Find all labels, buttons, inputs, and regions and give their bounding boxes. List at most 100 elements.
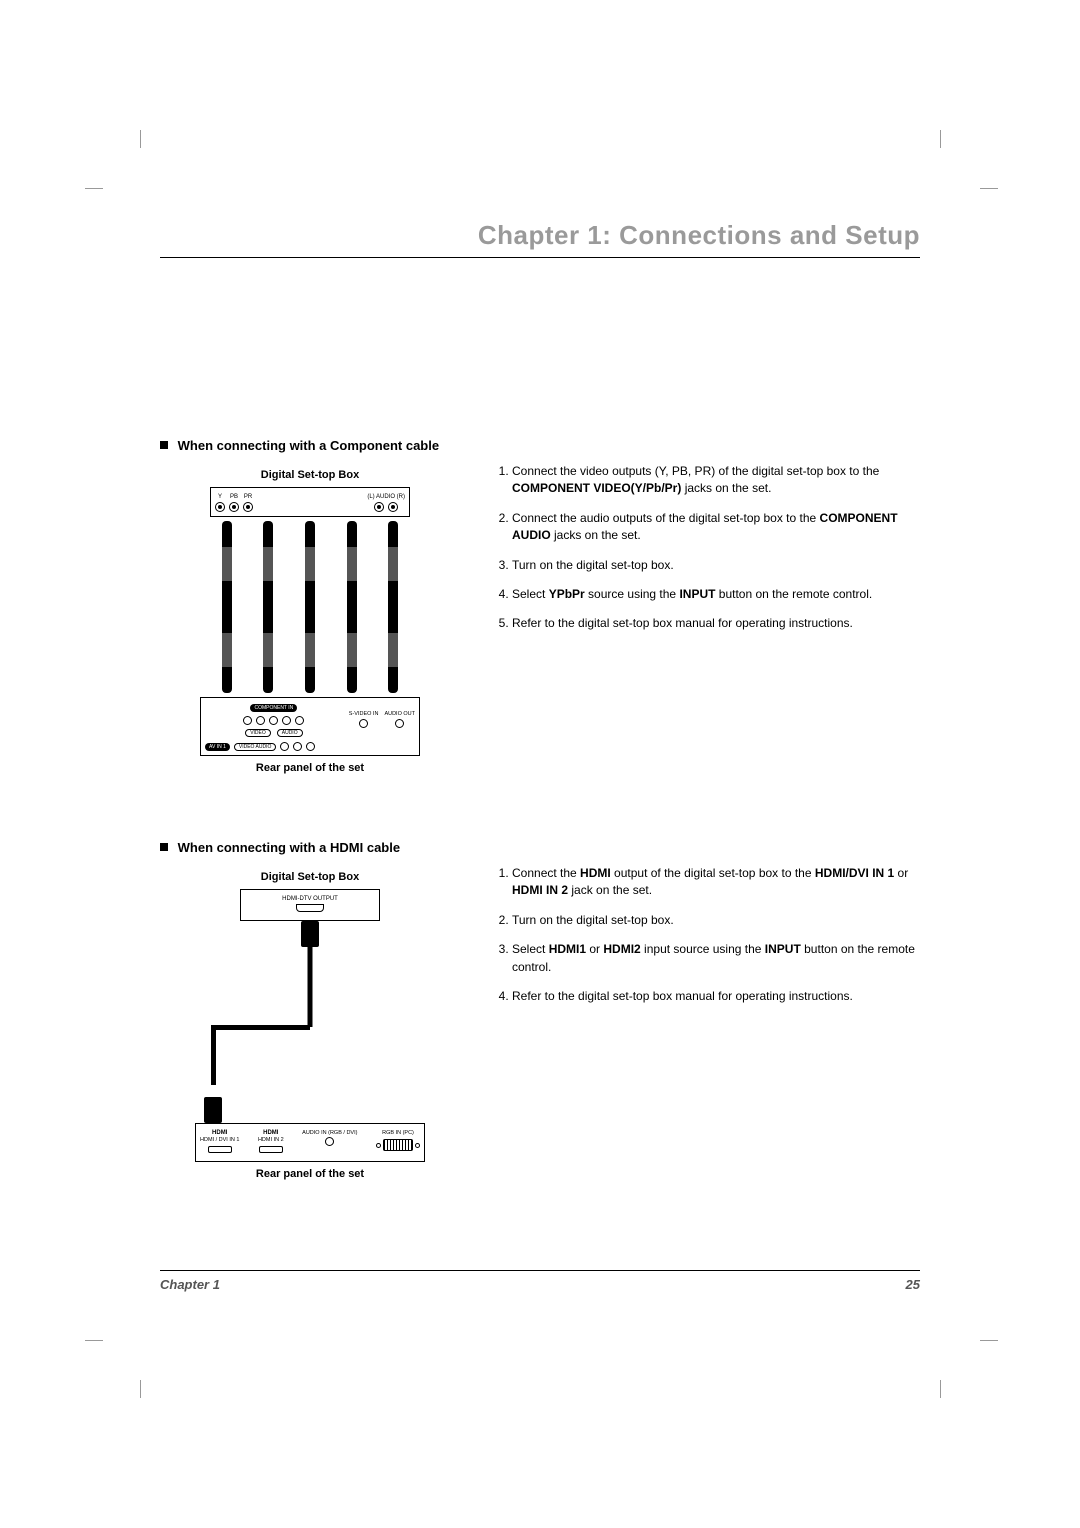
cable-icon: [388, 521, 398, 693]
crop-mark: [85, 188, 103, 189]
section-component: When connecting with a Component cable D…: [160, 438, 920, 780]
step-text: Turn on the digital set-top box.: [512, 913, 674, 927]
step-item: Connect the video outputs (Y, PB, PR) of…: [512, 463, 920, 498]
step-item: Refer to the digital set-top box manual …: [512, 988, 920, 1005]
jack-icon: [293, 742, 302, 751]
steps-list: Connect the HDMI output of the digital s…: [490, 865, 920, 1005]
page-number: 25: [906, 1277, 920, 1292]
crop-mark: [980, 188, 998, 189]
jack-icon: [269, 716, 278, 725]
stb-label: Digital Set-top Box: [160, 871, 460, 883]
jack-icon: [306, 742, 315, 751]
step-text: Refer to the digital set-top box manual …: [512, 616, 853, 630]
rear-label: Rear panel of the set: [160, 762, 460, 774]
jack-icon: [280, 742, 289, 751]
page-footer: Chapter 1 25: [160, 1270, 920, 1292]
port-label: Y: [218, 494, 222, 500]
rear-label: Rear panel of the set: [160, 1168, 460, 1180]
hdmi2-label: HDMI IN 2: [258, 1137, 284, 1143]
heading-text: When connecting with a HDMI cable: [178, 840, 400, 855]
step-text: Connect the video outputs (Y, PB, PR) of…: [512, 464, 879, 495]
rear-panel-box: COMPONENT IN VIDEO: [200, 697, 420, 756]
hdmi-stb-box: HDMI-DTV OUTPUT: [240, 889, 380, 921]
step-item: Turn on the digital set-top box.: [512, 557, 920, 574]
step-item: Select YPbPr source using the INPUT butt…: [512, 586, 920, 603]
jack-icon: [359, 719, 368, 728]
bullet-icon: [160, 843, 168, 851]
audio-in-label: AUDIO IN (RGB / DVI): [302, 1130, 357, 1136]
crop-mark: [140, 1380, 141, 1398]
step-item: Connect the audio outputs of the digital…: [512, 510, 920, 545]
video-label: VIDEO: [245, 729, 271, 737]
cable-icon: [263, 521, 273, 693]
hdmi-output-label: HDMI-DTV OUTPUT: [245, 896, 375, 902]
section-heading: When connecting with a Component cable: [160, 438, 920, 453]
crop-mark: [980, 1340, 998, 1341]
audio-label: AUDIO: [277, 729, 303, 737]
hdmi-slot-icon: [208, 1146, 232, 1153]
hdmi-port-icon: [296, 904, 324, 912]
port-icon: [229, 502, 239, 512]
jack-icon: [256, 716, 265, 725]
step-text: Select HDMI1 or HDMI2 input source using…: [512, 942, 915, 973]
step-item: Connect the HDMI output of the digital s…: [512, 865, 920, 900]
jack-icon: [395, 719, 404, 728]
hdmi1-label: HDMI / DVI IN 1: [200, 1137, 239, 1143]
jack-icon: [282, 716, 291, 725]
two-column-layout: Digital Set-top Box Y PB PR (L) AUDIO (R…: [160, 463, 920, 780]
port-icon: [243, 502, 253, 512]
diagram-column: Digital Set-top Box HDMI-DTV OUTPUT: [160, 865, 460, 1186]
steps-column: Connect the HDMI output of the digital s…: [490, 865, 920, 1186]
chapter-title: Chapter 1: Connections and Setup: [160, 220, 920, 258]
component-diagram: Y PB PR (L) AUDIO (R): [200, 487, 420, 756]
vga-port-icon: [383, 1139, 413, 1151]
two-column-layout: Digital Set-top Box HDMI-DTV OUTPUT: [160, 865, 920, 1186]
section-hdmi: When connecting with a HDMI cable Digita…: [160, 840, 920, 1186]
crop-mark: [940, 130, 941, 148]
crop-mark: [940, 1380, 941, 1398]
footer-chapter: Chapter 1: [160, 1277, 220, 1292]
svideo-label: S-VIDEO IN: [349, 711, 379, 717]
step-item: Turn on the digital set-top box.: [512, 912, 920, 929]
video-audio-label: VIDEO AUDIO: [234, 743, 277, 751]
port-icon: [215, 502, 225, 512]
audio-out-label: AUDIO OUT: [384, 711, 415, 717]
step-text: Connect the HDMI output of the digital s…: [512, 866, 908, 897]
stb-label: Digital Set-top Box: [160, 469, 460, 481]
step-text: Select YPbPr source using the INPUT butt…: [512, 587, 872, 601]
cable-icon: [305, 521, 315, 693]
screw-icon: [415, 1143, 420, 1148]
jack-icon: [295, 716, 304, 725]
port-icon: [388, 502, 398, 512]
section-heading: When connecting with a HDMI cable: [160, 840, 920, 855]
hdmi-cable: [195, 947, 425, 1097]
hdmi-plug-icon: [301, 921, 319, 947]
screw-icon: [376, 1143, 381, 1148]
step-text: Connect the audio outputs of the digital…: [512, 511, 898, 542]
steps-list: Connect the video outputs (Y, PB, PR) of…: [490, 463, 920, 633]
step-text: Refer to the digital set-top box manual …: [512, 989, 853, 1003]
bullet-icon: [160, 441, 168, 449]
stb-box: Y PB PR (L) AUDIO (R): [210, 487, 410, 517]
diagram-column: Digital Set-top Box Y PB PR (L) AUDIO (R…: [160, 463, 460, 780]
audio-label: (L) AUDIO (R): [367, 494, 405, 500]
crop-mark: [140, 130, 141, 148]
cable-icon: [347, 521, 357, 693]
rgb-in-label: RGB IN (PC): [382, 1130, 414, 1136]
steps-column: Connect the video outputs (Y, PB, PR) of…: [490, 463, 920, 780]
component-in-label: COMPONENT IN: [250, 704, 297, 712]
cable-icon: [222, 521, 232, 693]
step-text: Turn on the digital set-top box.: [512, 558, 674, 572]
av-in-label: AV IN 1: [205, 743, 230, 751]
crop-mark: [85, 1340, 103, 1341]
hdmi-diagram: HDMI-DTV OUTPUT HDMI HDMI / DVI IN 1: [195, 889, 425, 1162]
port-icon: [374, 502, 384, 512]
step-item: Refer to the digital set-top box manual …: [512, 615, 920, 632]
port-label: PB: [230, 494, 238, 500]
heading-text: When connecting with a Component cable: [178, 438, 439, 453]
hdmi-slot-icon: [259, 1146, 283, 1153]
jack-icon: [243, 716, 252, 725]
rear-panel-box: HDMI HDMI / DVI IN 1 HDMI HDMI IN 2 AUDI…: [195, 1123, 425, 1162]
jack-icon: [325, 1137, 334, 1146]
page-content: Chapter 1: Connections and Setup When co…: [160, 220, 920, 1186]
